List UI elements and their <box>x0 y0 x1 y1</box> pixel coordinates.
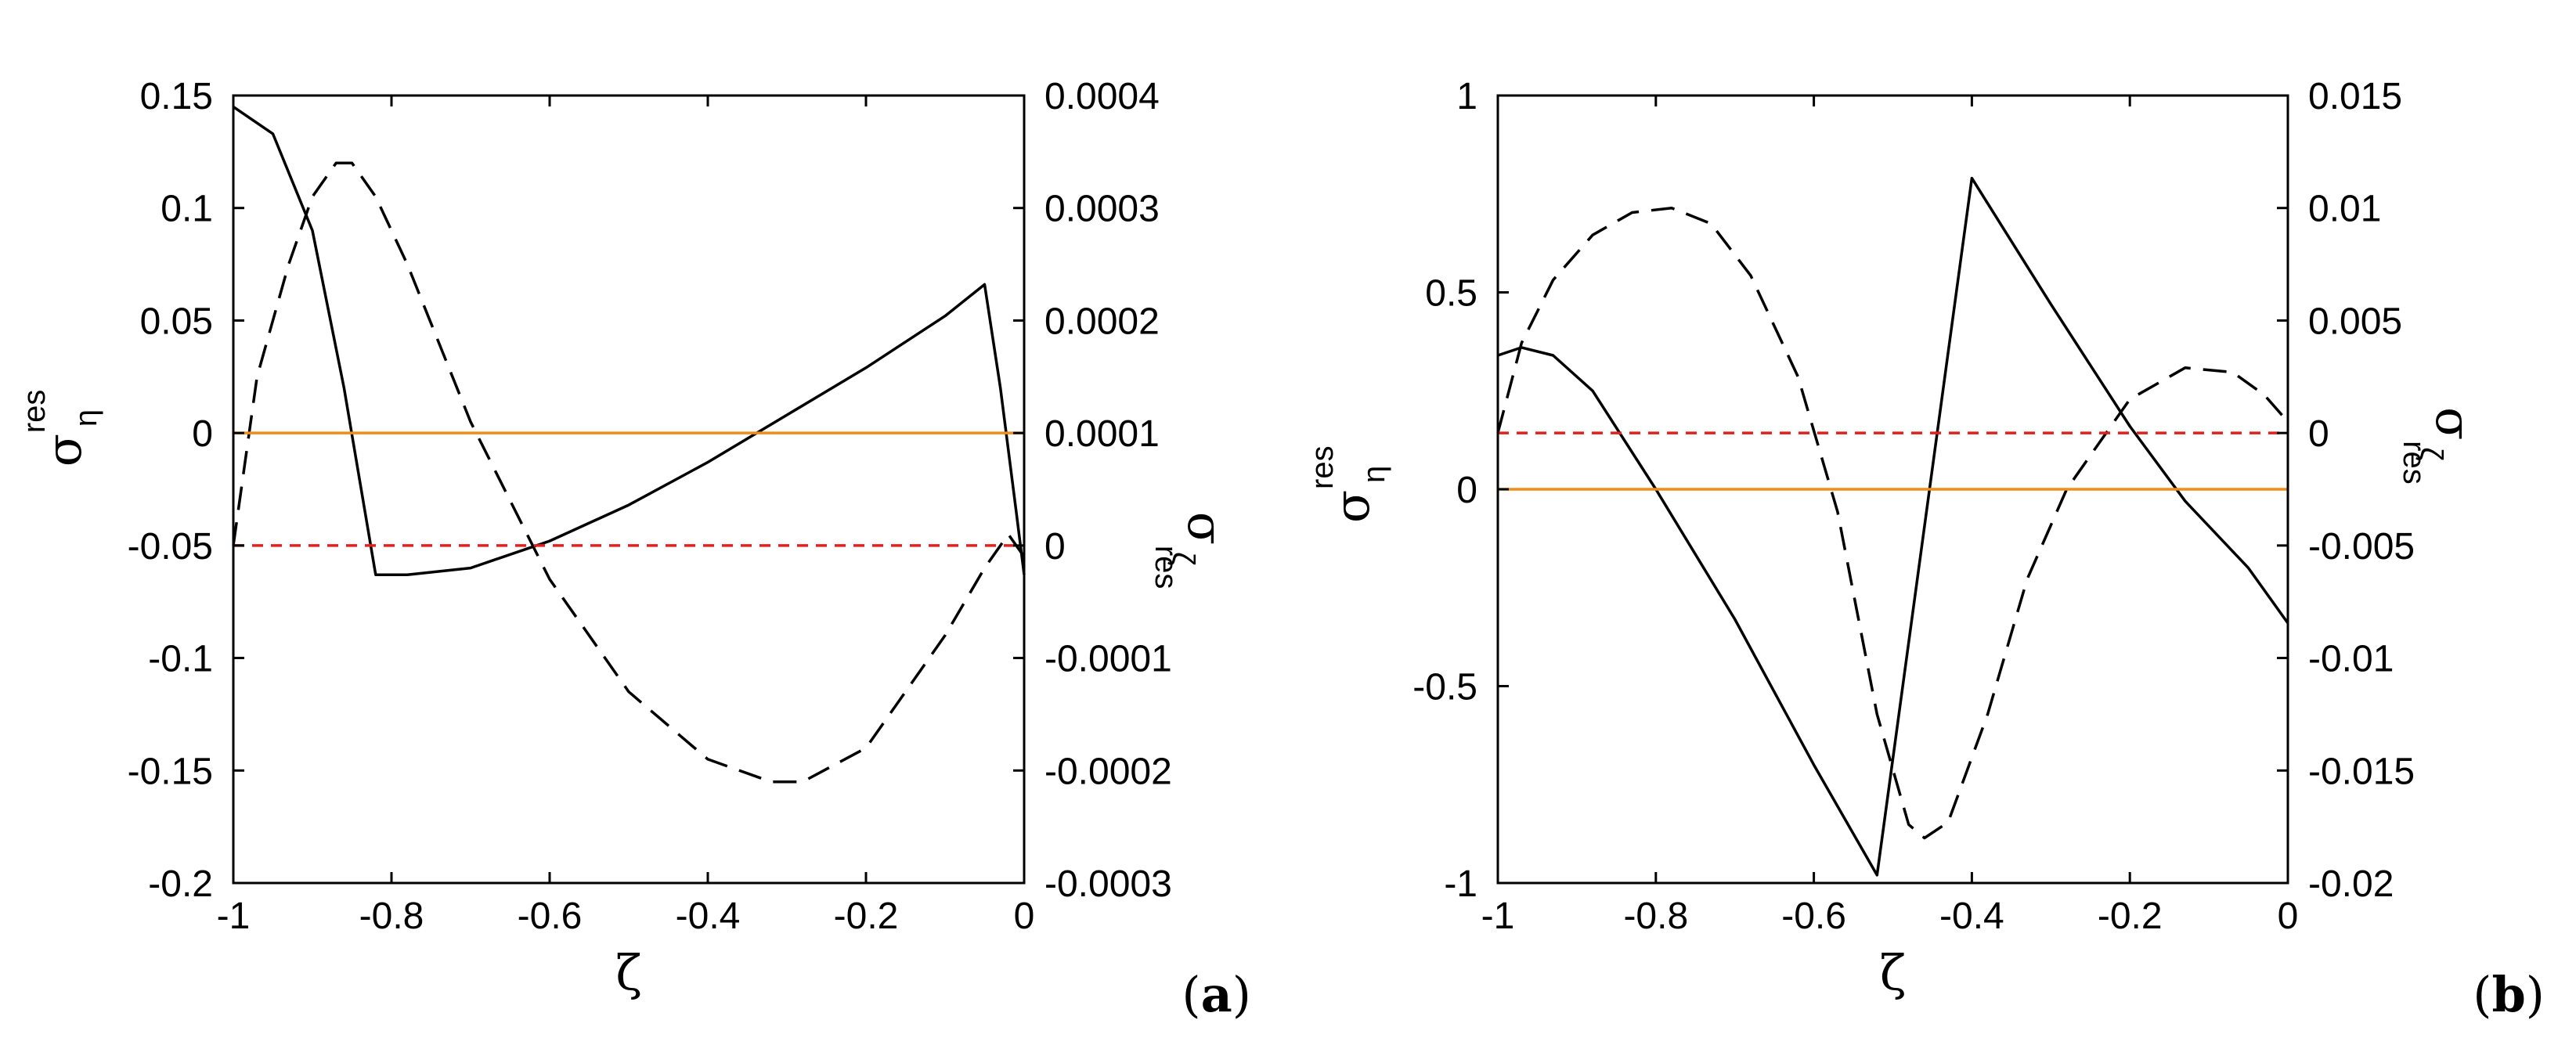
y-left-tick-label: -0.15 <box>128 751 213 792</box>
x-tick-label: -0.6 <box>518 896 583 937</box>
y-left-tick-label: -0.05 <box>128 526 213 568</box>
y-right-label-symbol: σ <box>1177 512 1234 545</box>
series-sigma-eta-res <box>1497 176 2289 877</box>
y-left-tick-label: -0.2 <box>148 863 213 905</box>
y-right-label-symbol: σ <box>2425 407 2482 440</box>
y-left-label-sup: res <box>1305 445 1340 489</box>
y-right-tick-label: -0.0003 <box>1044 863 1172 905</box>
y-right-tick-label: 0.005 <box>2308 301 2402 342</box>
x-tick-label: -0.6 <box>1781 896 1846 937</box>
y-right-tick-label: 0.0001 <box>1044 413 1160 455</box>
y-left-tick-label: -0.5 <box>1412 667 1477 708</box>
x-tick-label: -0.2 <box>834 896 899 937</box>
x-tick-label: -0.4 <box>676 896 741 937</box>
y-right-label-sub: ζ <box>1166 552 1200 566</box>
y-right-tick-label: 0.01 <box>2308 189 2381 230</box>
y-left-tick-label: 0.15 <box>140 76 213 117</box>
y-left-label-sup: res <box>17 390 52 434</box>
x-tick-label: -1 <box>217 896 251 937</box>
x-tick-label: 0 <box>2278 896 2299 937</box>
y-right-label-sup: res <box>1149 546 1183 589</box>
y-left-tick-label: 0 <box>192 413 213 455</box>
y-left-tick-label: 0.1 <box>161 189 213 230</box>
y-right-tick-label: -0.005 <box>2308 526 2415 568</box>
x-axis-label: ζ <box>1880 944 1907 1001</box>
y-right-tick-label: 0 <box>1044 526 1066 568</box>
y-right-label-sup: res <box>2397 441 2431 485</box>
y-right-tick-label: -0.0002 <box>1044 751 1172 792</box>
y-left-tick-label: 0 <box>1456 470 1477 511</box>
y-left-label-symbol: σ <box>1323 490 1380 523</box>
y-right-tick-label: -0.015 <box>2308 751 2415 792</box>
panel-label: (b) <box>2473 966 2545 1023</box>
y-left-tick-label: 0.5 <box>1425 273 1477 315</box>
y-right-label-sub: ζ <box>2414 447 2448 461</box>
panel-label-letter: a <box>1201 966 1232 1023</box>
x-tick-label: -1 <box>1481 896 1515 937</box>
y-left-tick-label: -0.1 <box>148 639 213 680</box>
series-sigma-zeta-res <box>1496 206 2289 840</box>
y-left-tick-label: 1 <box>1456 76 1477 117</box>
x-tick-label: -0.8 <box>359 896 424 937</box>
x-tick-label: -0.4 <box>1939 896 2004 937</box>
panel-a: -1 -0.8 -0.6 -0.4 -0.2 0 -0.2 -0.15 -0.1 -0.05 0 0.… <box>17 76 1251 1023</box>
y-right-tick-label: 0.0003 <box>1044 189 1160 230</box>
y-right-tick-label: -0.01 <box>2308 639 2394 680</box>
y-left-tick-label: -1 <box>1444 863 1477 905</box>
x-tick-label: -0.2 <box>2098 896 2163 937</box>
y-left-label-sub: η <box>69 409 103 427</box>
y-right-tick-label: 0 <box>2308 413 2329 455</box>
x-tick-label: 0 <box>1014 896 1035 937</box>
y-right-tick-label: 0.015 <box>2308 76 2402 117</box>
y-right-tick-label: 0.0002 <box>1044 301 1160 342</box>
plot-frame <box>232 94 1026 885</box>
y-right-tick-label: 0.0004 <box>1044 76 1160 117</box>
y-right-tick-label: -0.02 <box>2308 863 2394 905</box>
panel-label-letter: b <box>2491 966 2525 1023</box>
series-sigma-eta-res <box>233 105 1026 576</box>
y-right-tick-label: -0.0001 <box>1044 639 1172 680</box>
y-left-tick-label: 0.05 <box>140 301 213 342</box>
panel-label: (a) <box>1182 966 1251 1023</box>
y-left-label-sub: η <box>1357 466 1391 483</box>
panel-b: -1 -0.8 -0.6 -0.4 -0.2 0 -1 -0.5 0 0.5 1 -0.02 -0.01… <box>1305 76 2545 1023</box>
y-left-label-symbol: σ <box>35 434 92 467</box>
x-tick-label: -0.8 <box>1623 896 1688 937</box>
x-axis-label: ζ <box>615 944 642 1001</box>
series-sigma-zeta-res <box>232 161 1026 784</box>
